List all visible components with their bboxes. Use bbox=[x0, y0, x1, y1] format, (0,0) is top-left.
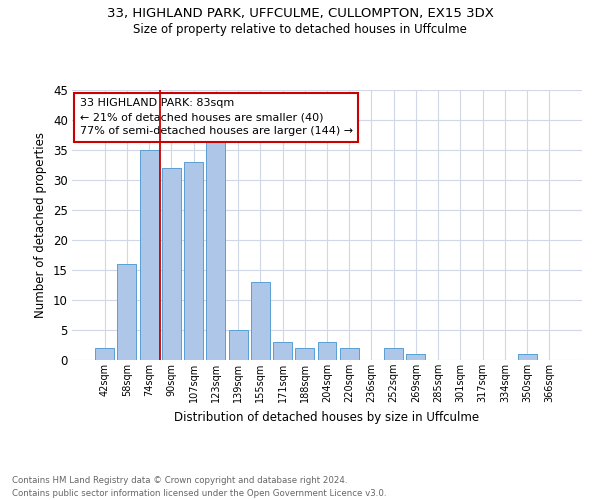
Bar bbox=[206, 138, 225, 360]
Bar bbox=[295, 348, 314, 360]
Y-axis label: Number of detached properties: Number of detached properties bbox=[34, 132, 47, 318]
Bar bbox=[273, 342, 292, 360]
Bar bbox=[184, 162, 203, 360]
Text: 33 HIGHLAND PARK: 83sqm
← 21% of detached houses are smaller (40)
77% of semi-de: 33 HIGHLAND PARK: 83sqm ← 21% of detache… bbox=[80, 98, 353, 136]
Text: Size of property relative to detached houses in Uffculme: Size of property relative to detached ho… bbox=[133, 22, 467, 36]
Bar bbox=[251, 282, 270, 360]
Bar bbox=[340, 348, 359, 360]
Bar bbox=[384, 348, 403, 360]
Bar bbox=[317, 342, 337, 360]
Bar bbox=[229, 330, 248, 360]
Text: Contains HM Land Registry data © Crown copyright and database right 2024.
Contai: Contains HM Land Registry data © Crown c… bbox=[12, 476, 386, 498]
X-axis label: Distribution of detached houses by size in Uffculme: Distribution of detached houses by size … bbox=[175, 410, 479, 424]
Bar bbox=[518, 354, 536, 360]
Bar bbox=[162, 168, 181, 360]
Bar bbox=[95, 348, 114, 360]
Text: 33, HIGHLAND PARK, UFFCULME, CULLOMPTON, EX15 3DX: 33, HIGHLAND PARK, UFFCULME, CULLOMPTON,… bbox=[107, 8, 493, 20]
Bar bbox=[118, 264, 136, 360]
Bar bbox=[140, 150, 158, 360]
Bar bbox=[406, 354, 425, 360]
